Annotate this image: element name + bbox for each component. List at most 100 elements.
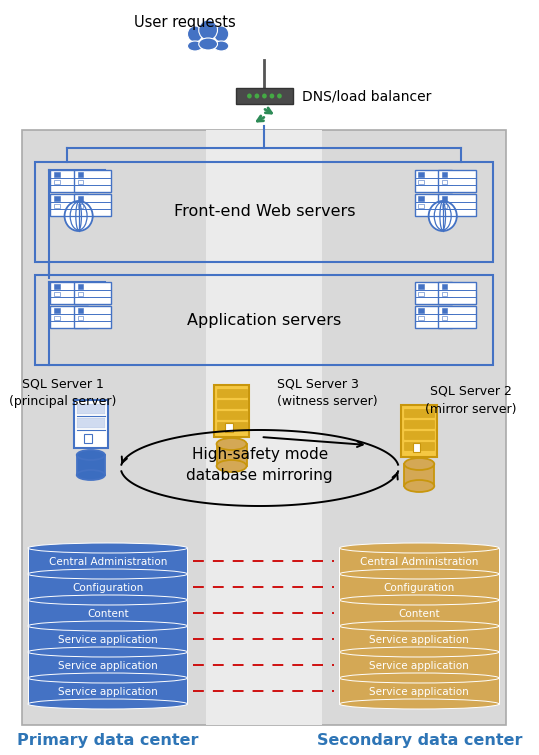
Text: Service application: Service application xyxy=(369,661,469,671)
Bar xyxy=(418,284,424,289)
Bar xyxy=(78,172,84,177)
Text: SQL Server 3
(witness server): SQL Server 3 (witness server) xyxy=(277,378,377,408)
Ellipse shape xyxy=(340,569,499,579)
Bar xyxy=(78,316,84,320)
Ellipse shape xyxy=(217,438,247,450)
Bar xyxy=(414,282,452,304)
Ellipse shape xyxy=(28,673,188,683)
Bar xyxy=(418,308,424,313)
Bar xyxy=(51,194,88,216)
Text: SQL Server 1
(principal server): SQL Server 1 (principal server) xyxy=(9,378,116,408)
Circle shape xyxy=(65,201,93,231)
Bar xyxy=(414,194,452,216)
Bar xyxy=(340,626,499,652)
Bar xyxy=(77,404,105,414)
Bar xyxy=(74,170,112,192)
Text: Service application: Service application xyxy=(58,635,157,645)
Bar xyxy=(34,275,493,365)
Bar xyxy=(442,284,447,289)
Text: Configuration: Configuration xyxy=(72,583,143,593)
Bar xyxy=(28,652,188,678)
Text: Central Administration: Central Administration xyxy=(49,557,167,567)
Bar xyxy=(402,405,437,457)
Bar xyxy=(28,548,188,574)
Bar xyxy=(418,292,424,296)
Text: Service application: Service application xyxy=(369,635,469,645)
Bar xyxy=(28,600,188,626)
Circle shape xyxy=(270,94,274,98)
Bar xyxy=(54,172,60,177)
Bar xyxy=(414,306,452,328)
Text: DNS/load balancer: DNS/load balancer xyxy=(302,89,431,103)
Bar xyxy=(236,88,293,104)
Bar xyxy=(442,172,447,177)
Ellipse shape xyxy=(404,480,434,492)
Text: Service application: Service application xyxy=(58,661,157,671)
Bar xyxy=(418,204,424,208)
Bar xyxy=(438,194,475,216)
Bar xyxy=(74,400,108,448)
Ellipse shape xyxy=(28,595,188,605)
Text: User requests: User requests xyxy=(134,14,236,29)
Ellipse shape xyxy=(340,543,499,553)
Bar xyxy=(217,389,247,397)
Circle shape xyxy=(429,201,457,231)
Ellipse shape xyxy=(28,647,188,657)
Bar xyxy=(54,204,60,208)
Bar xyxy=(418,196,424,201)
Text: Content: Content xyxy=(87,609,128,619)
Bar xyxy=(442,316,447,320)
Bar xyxy=(54,196,60,201)
Bar xyxy=(418,180,424,184)
Circle shape xyxy=(254,94,259,98)
Bar xyxy=(214,385,250,437)
Text: Central Administration: Central Administration xyxy=(360,557,479,567)
Ellipse shape xyxy=(404,458,434,470)
Ellipse shape xyxy=(77,470,105,480)
Bar xyxy=(442,196,447,201)
Bar xyxy=(78,284,84,289)
Bar xyxy=(51,306,88,328)
Bar xyxy=(22,130,506,725)
Text: Secondary data center: Secondary data center xyxy=(316,732,522,747)
Bar xyxy=(404,409,434,417)
Bar xyxy=(78,204,84,208)
Text: Service application: Service application xyxy=(369,687,469,697)
Bar xyxy=(340,600,499,626)
Bar xyxy=(54,308,60,313)
Bar xyxy=(438,170,475,192)
Bar xyxy=(438,282,475,304)
Text: Primary data center: Primary data center xyxy=(17,732,198,747)
Ellipse shape xyxy=(214,41,229,51)
Bar xyxy=(34,162,493,262)
Bar xyxy=(74,194,112,216)
Ellipse shape xyxy=(28,543,188,553)
Bar xyxy=(74,306,112,328)
Bar xyxy=(206,130,322,725)
Bar xyxy=(217,444,247,466)
Ellipse shape xyxy=(28,569,188,579)
Bar xyxy=(54,180,60,184)
Bar xyxy=(78,308,84,313)
Bar xyxy=(404,464,434,486)
Text: Application servers: Application servers xyxy=(187,313,342,328)
Bar xyxy=(217,422,247,430)
Bar xyxy=(404,420,434,428)
Ellipse shape xyxy=(340,621,499,631)
Ellipse shape xyxy=(217,460,247,472)
Circle shape xyxy=(188,26,203,42)
Bar xyxy=(438,306,475,328)
Bar xyxy=(217,400,247,408)
Ellipse shape xyxy=(199,38,218,50)
Bar xyxy=(77,418,105,428)
Bar xyxy=(340,678,499,704)
Bar xyxy=(28,626,188,652)
Bar xyxy=(77,455,105,475)
Text: Content: Content xyxy=(398,609,440,619)
Bar xyxy=(51,282,88,304)
Bar xyxy=(442,308,447,313)
Text: SQL Server 2
(mirror server): SQL Server 2 (mirror server) xyxy=(425,384,516,415)
Bar xyxy=(84,434,92,443)
Bar xyxy=(442,204,447,208)
Bar xyxy=(404,431,434,439)
